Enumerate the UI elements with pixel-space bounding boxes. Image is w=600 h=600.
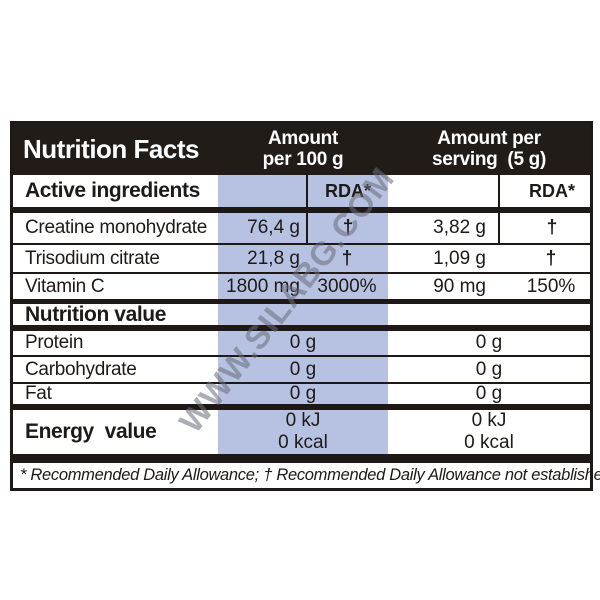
value-per-100g: 0 g bbox=[289, 358, 317, 380]
table-header: Nutrition Facts Amount per 100 g Amount … bbox=[13, 124, 590, 175]
rda-per-100g: 3000% bbox=[317, 275, 377, 297]
amount-per-100g: 21,8 g bbox=[247, 247, 300, 269]
table-row-energy: Energy value 0 kJ 0 kcal 0 kJ 0 kcal bbox=[13, 410, 590, 454]
divider bbox=[13, 404, 590, 410]
table-row-creatine: Creatine monohydrate 76,4 g † 3,82 g † bbox=[13, 213, 590, 243]
column-header-per-serving: Amount per serving (5 g) bbox=[431, 127, 547, 170]
nutrition-value-header-row: Nutrition value bbox=[13, 302, 590, 326]
rda-header-serving: RDA* bbox=[498, 175, 590, 207]
value-per-100g: 0 g bbox=[289, 332, 317, 353]
column-header-per-100g: Amount per 100 g bbox=[262, 127, 344, 170]
table-row-vitamin-c: Vitamin C 1800 mg 3000% 90 mg 150% bbox=[13, 274, 590, 299]
energy-per-serving: 0 kJ 0 kcal bbox=[464, 410, 514, 453]
table-row-fat: Fat 0 g 0 g bbox=[13, 383, 590, 404]
rda-header-100g: RDA* bbox=[306, 175, 388, 207]
section-title: Active ingredients bbox=[25, 179, 200, 202]
rda-per-serving: 150% bbox=[526, 275, 576, 297]
table-row-trisodium: Trisodium citrate 21,8 g † 1,09 g † bbox=[13, 245, 590, 272]
divider bbox=[13, 207, 590, 213]
active-ingredients-header-row: Active ingredients RDA* RDA* bbox=[13, 175, 590, 207]
nutrient-name: Energy value bbox=[25, 420, 157, 443]
table-body: Active ingredients RDA* RDA* Creatine mo… bbox=[13, 175, 600, 488]
nutrient-name: Protein bbox=[25, 332, 84, 353]
value-per-serving: 0 g bbox=[475, 358, 503, 380]
value-per-100g: 0 g bbox=[289, 383, 317, 404]
divider bbox=[13, 325, 590, 331]
ingredient-name: Vitamin C bbox=[25, 275, 105, 297]
value-per-serving: 0 g bbox=[475, 332, 503, 353]
amount-per-serving: 3,82 g bbox=[433, 217, 486, 238]
divider bbox=[13, 355, 590, 357]
amount-per-serving: 1,09 g bbox=[433, 247, 486, 269]
nutrient-name: Fat bbox=[25, 383, 52, 404]
divider bbox=[13, 243, 590, 245]
table-row-carbohydrate: Carbohydrate 0 g 0 g bbox=[13, 357, 590, 382]
rda-per-serving: † bbox=[498, 213, 590, 243]
table-row-protein: Protein 0 g 0 g bbox=[13, 331, 590, 355]
divider bbox=[13, 382, 590, 384]
rda-per-serving: † bbox=[545, 247, 557, 269]
ingredient-name: Trisodium citrate bbox=[25, 247, 160, 269]
table-title: Nutrition Facts bbox=[23, 134, 199, 164]
footnote-row: * Recommended Daily Allowance; † Recomme… bbox=[13, 463, 600, 488]
energy-per-100g: 0 kJ 0 kcal bbox=[278, 410, 328, 453]
divider bbox=[13, 454, 590, 463]
value-per-serving: 0 g bbox=[475, 383, 503, 404]
nutrition-facts-table: Nutrition Facts Amount per 100 g Amount … bbox=[10, 121, 600, 491]
ingredient-name: Creatine monohydrate bbox=[25, 217, 207, 238]
rda-per-100g: † bbox=[341, 247, 353, 269]
footnote-text: * Recommended Daily Allowance; † Recomme… bbox=[20, 466, 600, 484]
section-title: Nutrition value bbox=[25, 302, 167, 326]
rda-per-100g: † bbox=[306, 213, 388, 243]
spacer-cell bbox=[388, 175, 498, 207]
spacer-cell bbox=[218, 175, 306, 207]
amount-per-serving: 90 mg bbox=[433, 275, 486, 297]
divider bbox=[13, 299, 590, 304]
amount-per-100g: 76,4 g bbox=[247, 217, 300, 238]
nutrient-name: Carbohydrate bbox=[25, 358, 137, 380]
amount-per-100g: 1800 mg bbox=[226, 275, 300, 297]
divider bbox=[13, 272, 590, 274]
